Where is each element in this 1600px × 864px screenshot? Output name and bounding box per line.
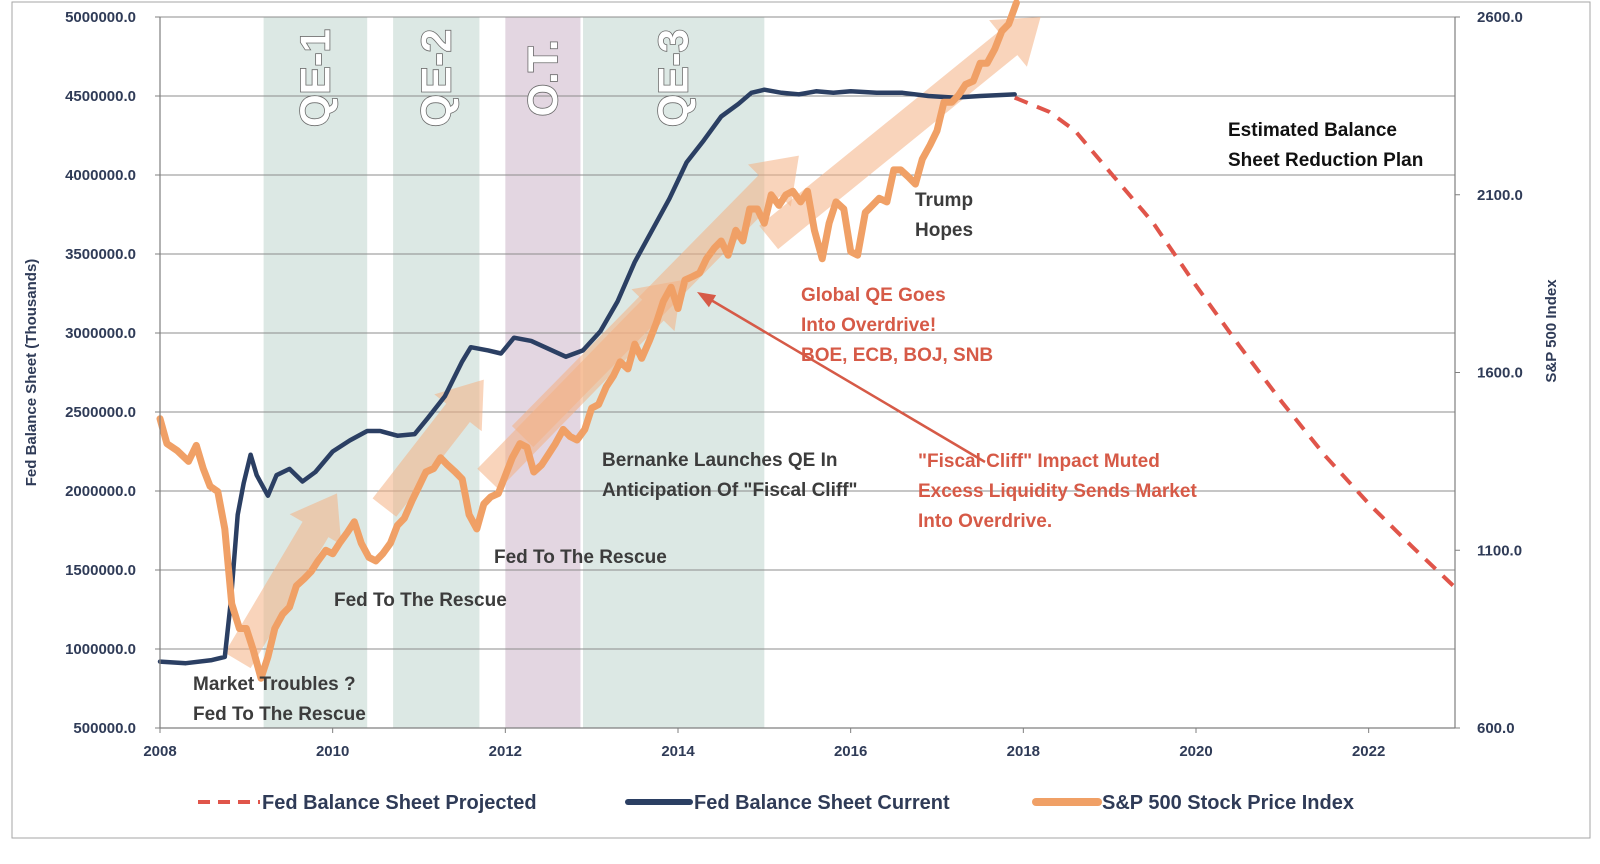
x-tick-label: 2016 [834,743,867,760]
series-group [156,0,1455,682]
annotation-line: Estimated Balance [1228,120,1397,141]
period-label: QE-2 [412,29,459,127]
annotation-line: Fed To The Rescue [494,547,667,568]
annotation-pointer-head [697,292,717,308]
legend-label: S&P 500 Stock Price Index [1102,792,1354,814]
annotation-line: Into Overdrive! [801,315,936,336]
annotation-fiscal-cliff: "Fiscal Cliff" Impact Muted Excess Liquid… [918,451,1197,532]
period-label: QE-3 [650,29,697,127]
annotation-fed-rescue-2: Fed To The Rescue [494,547,667,568]
y-left-tick-label: 4000000.0 [65,167,136,184]
y-left-tick-label: 500000.0 [73,720,136,737]
annotation-line: BOE, ECB, BOJ, SNB [801,345,993,366]
x-tick-label: 2014 [661,743,695,760]
y-left-tick-label: 3000000.0 [65,325,136,342]
y-right-tick-label: 600.0 [1477,720,1515,737]
annotation-global-qe: Global QE Goes Into Overdrive! BOE, ECB, B… [801,285,993,366]
series-line [157,87,1017,666]
y-left-tick-label: 1000000.0 [65,641,136,658]
trend-arrow [759,17,1041,250]
annotation-bernanke: Bernanke Launches QE In Anticipation Of "… [602,450,858,501]
annotation-line: Fed To The Rescue [193,704,366,725]
x-tick-label: 2022 [1352,743,1385,760]
annotation-market-troubles: Market Troubles ? Fed To The Rescue [193,674,366,725]
y-left-tick-label: 3500000.0 [65,246,136,263]
y-left-tick-label: 4500000.0 [65,88,136,105]
x-tick-label: 2010 [316,743,349,760]
y-right-tick-label: 2600.0 [1477,9,1523,26]
series-line [156,0,1020,682]
trend-arrows [224,17,1041,669]
annotation-line: "Fiscal Cliff" Impact Muted [918,451,1160,472]
axes: 500000.0 1000000.0 1500000.0 2000000.0 25000… [23,9,1560,760]
annotation-line: Into Overdrive. [918,511,1052,532]
trend-arrow [224,493,342,669]
y-axis-left-title: Fed Balance Sheet (Thousands) [23,259,40,487]
annotations: Market Troubles ? Fed To The Rescue Fed To… [193,120,1423,725]
legend-label: Fed Balance Sheet Projected [262,792,537,814]
x-tick-label: 2018 [1007,743,1040,760]
annotation-line: Sheet Reduction Plan [1228,150,1423,171]
annotation-fed-rescue-1: Fed To The Rescue [334,590,507,611]
trend-arrow [511,155,799,447]
y-right-tick-label: 2100.0 [1477,187,1523,204]
period-labels: QE-1 QE-2 O.T. QE-3 [291,28,698,128]
annotation-line: Excess Liquidity Sends Market [918,481,1197,502]
legend: Fed Balance Sheet Projected Fed Balance S… [198,792,1354,814]
y-left-tick-label: 5000000.0 [65,9,136,26]
annotation-reduction-plan: Estimated Balance Sheet Reduction Plan [1228,120,1423,171]
annotation-line: Global QE Goes [801,285,946,306]
series-line [1013,95,1455,588]
period-label: O.T. [519,39,566,116]
y-left-tick-label: 2000000.0 [65,483,136,500]
period-band [393,17,480,728]
y-left-tick-label: 2500000.0 [65,404,136,421]
x-tick-label: 2020 [1179,743,1212,760]
y-axis-right-title: S&P 500 Index [1543,279,1560,383]
annotation-line: Trump [915,190,973,211]
annotation-line: Anticipation Of "Fiscal Cliff" [602,480,858,501]
annotation-trump: Trump Hopes [915,190,973,241]
x-tick-label: 2008 [143,743,176,760]
legend-label: Fed Balance Sheet Current [694,792,950,814]
y-left-tick-label: 1500000.0 [65,562,136,579]
trend-arrow [372,379,484,517]
annotation-line: Hopes [915,220,973,241]
period-label: QE-1 [291,29,338,127]
annotation-pointer-line [710,298,986,464]
y-right-tick-label: 1100.0 [1477,542,1522,559]
y-right-tick-label: 1600.0 [1477,365,1523,382]
annotation-line: Market Troubles ? [193,674,356,695]
annotation-line: Bernanke Launches QE In [602,450,837,471]
annotation-line: Fed To The Rescue [334,590,507,611]
x-tick-label: 2012 [489,743,522,760]
